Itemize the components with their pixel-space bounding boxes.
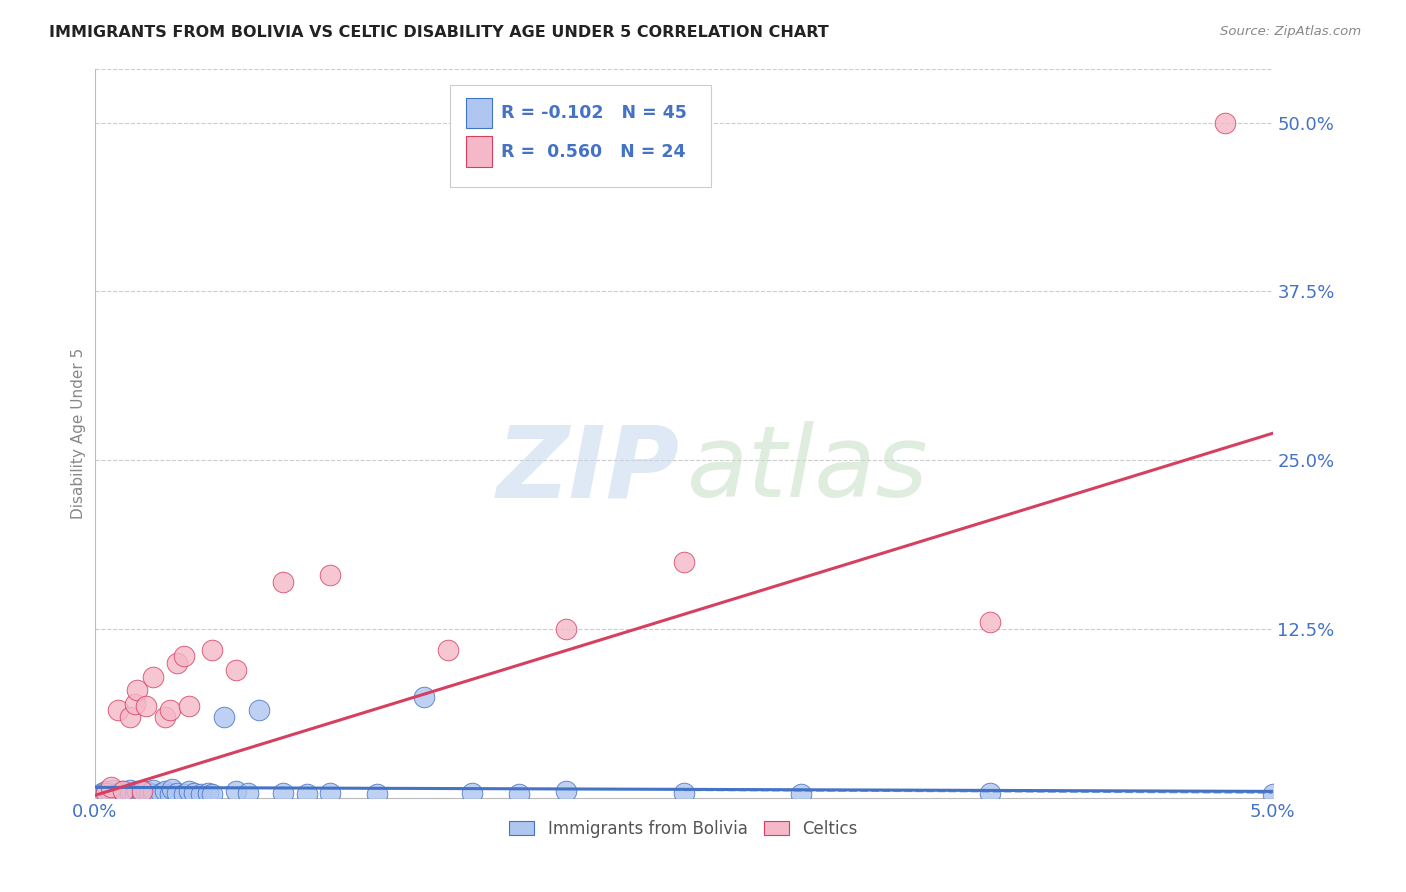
Text: Source: ZipAtlas.com: Source: ZipAtlas.com — [1220, 25, 1361, 38]
Point — [672, 555, 695, 569]
Point — [554, 622, 576, 636]
FancyBboxPatch shape — [450, 85, 710, 187]
Point — [125, 784, 148, 798]
Point — [437, 642, 460, 657]
Point — [554, 784, 576, 798]
Text: R = -0.102   N = 45: R = -0.102 N = 45 — [501, 104, 688, 122]
Point — [319, 786, 342, 800]
Point — [319, 568, 342, 582]
Point — [96, 784, 118, 798]
Point — [166, 656, 188, 670]
Point — [162, 781, 184, 796]
Point — [460, 786, 482, 800]
Point — [107, 787, 129, 801]
Point — [131, 786, 153, 800]
Point — [135, 699, 157, 714]
Text: IMMIGRANTS FROM BOLIVIA VS CELTIC DISABILITY AGE UNDER 5 CORRELATION CHART: IMMIGRANTS FROM BOLIVIA VS CELTIC DISABI… — [49, 25, 830, 40]
Point — [295, 787, 318, 801]
Point — [249, 703, 271, 717]
Legend: Immigrants from Bolivia, Celtics: Immigrants from Bolivia, Celtics — [502, 814, 865, 845]
Point — [366, 787, 388, 801]
Point — [271, 574, 294, 589]
Point — [142, 783, 165, 797]
Point — [173, 649, 195, 664]
Point — [159, 703, 181, 717]
Point — [138, 786, 160, 800]
Point — [979, 786, 1001, 800]
Point — [166, 786, 188, 800]
Point — [111, 784, 134, 798]
Text: ZIP: ZIP — [496, 421, 681, 518]
Point — [111, 784, 134, 798]
Point — [142, 787, 165, 801]
Point — [225, 663, 247, 677]
Point — [197, 786, 219, 800]
Point — [1261, 787, 1284, 801]
Text: atlas: atlas — [688, 421, 929, 518]
Point — [149, 786, 172, 800]
Point — [124, 697, 146, 711]
Point — [107, 703, 129, 717]
Point — [271, 786, 294, 800]
Point — [177, 699, 200, 714]
Point — [173, 787, 195, 801]
Point — [118, 786, 141, 800]
Point — [672, 786, 695, 800]
Point — [131, 787, 153, 801]
Point — [96, 786, 118, 800]
Point — [225, 784, 247, 798]
Y-axis label: Disability Age Under 5: Disability Age Under 5 — [72, 348, 86, 519]
Point — [183, 786, 205, 800]
Point — [790, 787, 813, 801]
Point — [413, 690, 436, 704]
Point — [159, 787, 181, 801]
Point — [201, 642, 224, 657]
Point — [212, 710, 235, 724]
Point — [103, 783, 125, 797]
Point — [508, 787, 530, 801]
Point — [135, 784, 157, 798]
Point — [155, 784, 177, 798]
Point — [190, 787, 212, 801]
Point — [201, 787, 224, 801]
Point — [155, 710, 177, 724]
Point — [177, 784, 200, 798]
Point — [1215, 115, 1237, 129]
Point — [142, 669, 165, 683]
Point — [90, 786, 112, 800]
Point — [118, 710, 141, 724]
Text: R =  0.560   N = 24: R = 0.560 N = 24 — [501, 143, 686, 161]
Point — [125, 683, 148, 698]
Point — [131, 784, 153, 798]
Point — [100, 787, 122, 801]
Point — [114, 787, 136, 801]
Point — [979, 615, 1001, 630]
Point — [124, 787, 146, 801]
Point — [100, 780, 122, 795]
Point — [107, 786, 129, 800]
Point — [118, 783, 141, 797]
Point — [236, 786, 259, 800]
FancyBboxPatch shape — [465, 136, 492, 167]
FancyBboxPatch shape — [465, 98, 492, 128]
